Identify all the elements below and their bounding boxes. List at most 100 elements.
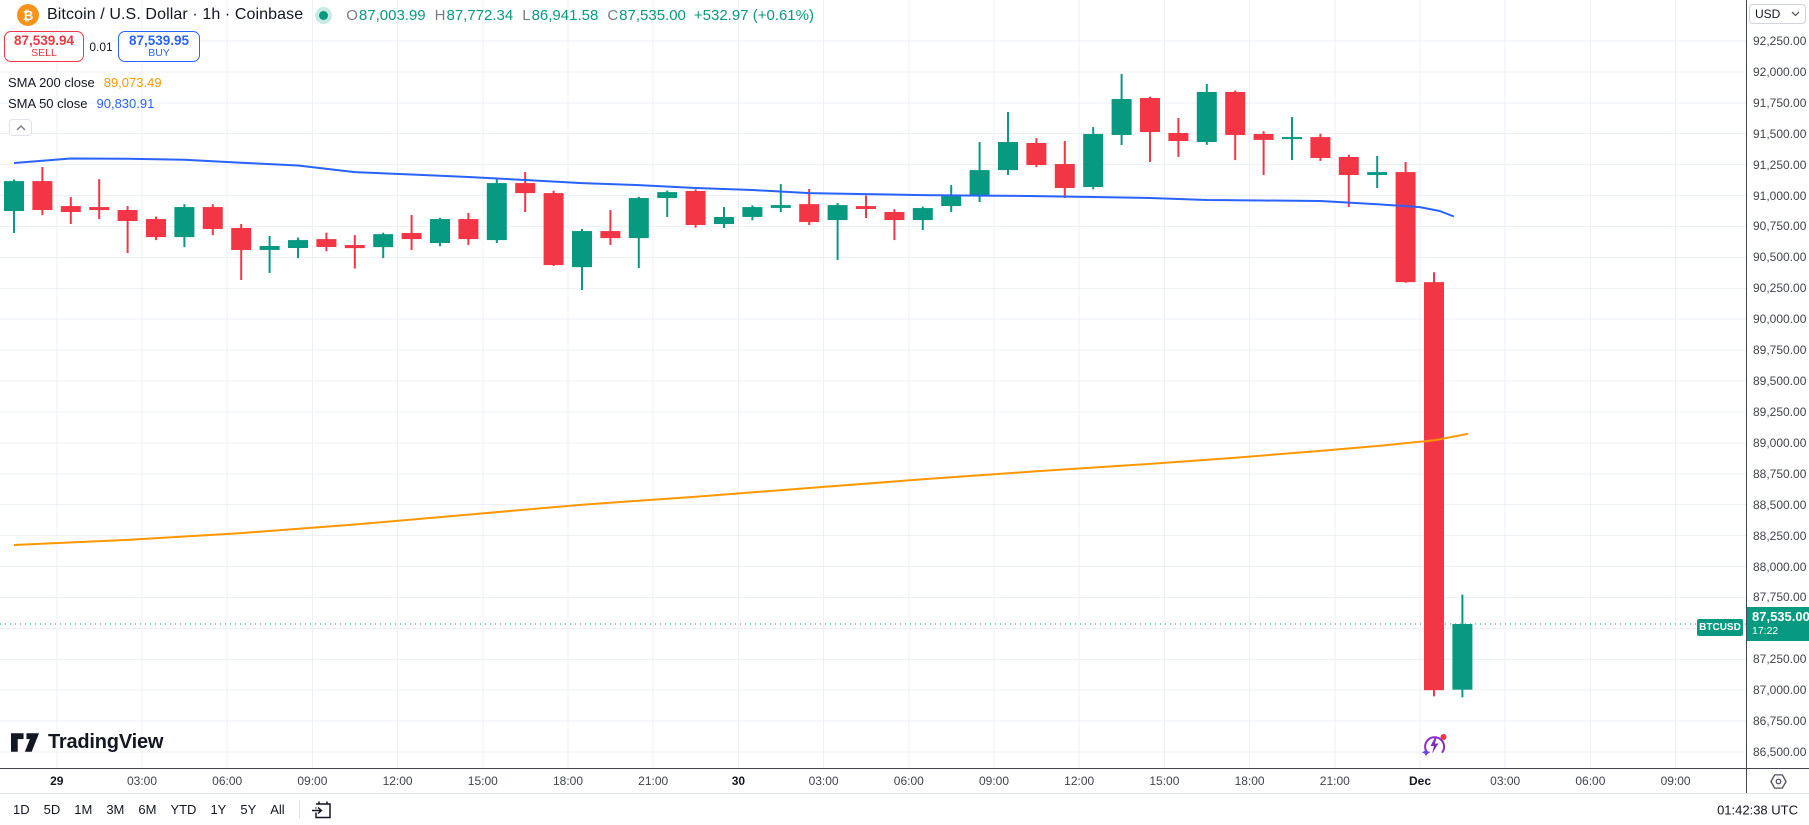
- candle-body: [231, 227, 252, 250]
- candle-body: [60, 206, 81, 213]
- time-axis-label: Dec: [1408, 774, 1432, 788]
- market-status-icon[interactable]: [315, 6, 333, 24]
- last-price-badge: 87,535.00 17:22: [1747, 607, 1809, 642]
- lightning-circle-icon: [1421, 734, 1447, 757]
- candle-body: [827, 205, 848, 221]
- price-axis-label: 89,750.00: [1753, 343, 1807, 358]
- time-axis-label: 30: [731, 774, 746, 788]
- candle-body: [884, 212, 905, 221]
- time-axis-label: 03:00: [126, 774, 158, 788]
- candle-body: [628, 198, 649, 239]
- price-axis-label: 87,750.00: [1753, 590, 1807, 605]
- candle-body: [1338, 156, 1359, 176]
- candle-body: [373, 234, 394, 248]
- chart-area[interactable]: ₿ Bitcoin / U.S. Dollar · 1h · Coinbase …: [0, 0, 1746, 768]
- time-axis-label: 18:00: [1234, 774, 1265, 788]
- candle-body: [969, 170, 990, 196]
- candle-body: [543, 193, 564, 266]
- currency-toggle[interactable]: USD: [1749, 4, 1806, 24]
- indicator-label: SMA 200 close: [8, 75, 95, 90]
- range-button-6m[interactable]: 6M: [131, 798, 163, 821]
- range-button-1y[interactable]: 1Y: [203, 798, 233, 821]
- clock-utc[interactable]: 01:42:38 UTC: [1717, 802, 1798, 817]
- time-axis-label: 09:00: [1660, 774, 1691, 788]
- symbol-title[interactable]: Bitcoin / U.S. Dollar · 1h · Coinbase: [47, 6, 304, 23]
- candle-body: [998, 142, 1018, 171]
- candle-body: [1452, 624, 1473, 690]
- sma200-line: [13, 432, 1469, 546]
- candle-body: [941, 196, 962, 207]
- tradingview-logo[interactable]: TradingView: [10, 731, 163, 754]
- price-axis-label: 86,750.00: [1753, 714, 1807, 729]
- candle-body: [770, 205, 791, 208]
- candle-body: [1395, 172, 1416, 283]
- range-button-5y[interactable]: 5Y: [233, 798, 263, 821]
- candle-body: [515, 183, 536, 194]
- price-axis-label: 88,000.00: [1753, 559, 1807, 574]
- range-button-3m[interactable]: 3M: [99, 798, 131, 821]
- range-button-5d[interactable]: 5D: [37, 798, 68, 821]
- price-axis-label: 87,250.00: [1753, 652, 1807, 667]
- indicator-row[interactable]: SMA 200 close 89,073.49: [8, 72, 162, 93]
- price-axis-label: 90,750.00: [1753, 219, 1807, 234]
- candle-body: [458, 219, 479, 240]
- time-axis-label: 29: [50, 774, 64, 788]
- price-axis-label: 88,500.00: [1753, 497, 1807, 512]
- ohlc-item: O87,003.99: [346, 6, 426, 24]
- time-axis-label: 18:00: [552, 774, 584, 788]
- chevron-down-icon: [1791, 11, 1800, 17]
- flash-events-icon[interactable]: [1419, 730, 1449, 760]
- price-axis[interactable]: USD 87,535.00 17:22 92,250.00 92,000.00 91…: [1747, 0, 1809, 768]
- symbol-price-chip: BTCUSD: [1697, 619, 1743, 636]
- candle-body: [1253, 133, 1274, 140]
- candle-body: [174, 207, 195, 238]
- ohlc-values: O87,003.99 H87,772.34 L86,941.58 C87,535.00: [346, 7, 686, 24]
- chevron-up-icon: [16, 124, 25, 130]
- candle-body: [714, 216, 734, 225]
- indicator-legend: SMA 200 close 89,073.49 SMA 50 close 90,830…: [8, 72, 162, 114]
- price-axis-border: [1746, 0, 1747, 793]
- tradingview-mark-icon: [10, 733, 40, 752]
- date-range-switcher: 1D 5D 1M 3M 6M YTD 1Y 5Y All: [6, 798, 292, 821]
- bitcoin-icon: ₿: [17, 4, 39, 26]
- price-axis-label: 90,000.00: [1753, 312, 1807, 327]
- range-button-ytd[interactable]: YTD: [163, 798, 203, 821]
- collapse-legend-button[interactable]: [9, 119, 32, 136]
- candle-body: [259, 246, 280, 250]
- price-axis-label: 91,000.00: [1753, 188, 1807, 203]
- price-axis-label: 88,250.00: [1753, 528, 1807, 543]
- range-button-1d[interactable]: 1D: [6, 798, 37, 821]
- time-axis[interactable]: 29 03:00 06:00 09:00 12:00 15:00 18:00 21:00 30 0…: [0, 769, 1746, 793]
- candle-body: [1225, 91, 1246, 135]
- candle-body: [146, 219, 166, 238]
- time-axis-label: 09:00: [297, 774, 328, 788]
- candle-body: [799, 204, 820, 223]
- sell-button[interactable]: 87,539.94 SELL: [4, 31, 84, 62]
- axis-settings-button[interactable]: [1747, 769, 1809, 793]
- time-axis-label: 06:00: [893, 774, 924, 788]
- go-to-date-button[interactable]: [309, 798, 334, 822]
- time-axis-label: 12:00: [1064, 774, 1095, 788]
- buy-button[interactable]: 87,539.95 BUY: [118, 31, 200, 62]
- range-button-all[interactable]: All: [263, 798, 291, 821]
- indicator-row[interactable]: SMA 50 close 90,830.91: [8, 93, 162, 114]
- time-axis-label: 06:00: [1575, 774, 1606, 788]
- buy-label: BUY: [148, 47, 170, 60]
- range-button-1m[interactable]: 1M: [67, 798, 99, 821]
- price-change: +532.97 (+0.61%): [693, 6, 814, 24]
- candlestick-chart[interactable]: [0, 0, 1746, 768]
- bar-countdown: 17:22: [1752, 625, 1779, 638]
- candle-body: [912, 208, 933, 221]
- sell-price: 87,539.94: [13, 32, 75, 48]
- time-axis-label: 06:00: [212, 774, 243, 788]
- candle-body: [401, 233, 422, 240]
- ohlc-item: L86,941.58: [522, 6, 599, 24]
- candle-body: [1111, 98, 1132, 135]
- candle-body: [1310, 137, 1331, 158]
- candle-body: [742, 207, 763, 217]
- candle-body: [685, 190, 706, 225]
- ohlc-item: C87,535.00: [607, 6, 686, 24]
- price-axis-label: 89,000.00: [1753, 435, 1807, 450]
- spread-value: 0.01: [89, 39, 113, 54]
- candle-body: [856, 206, 876, 210]
